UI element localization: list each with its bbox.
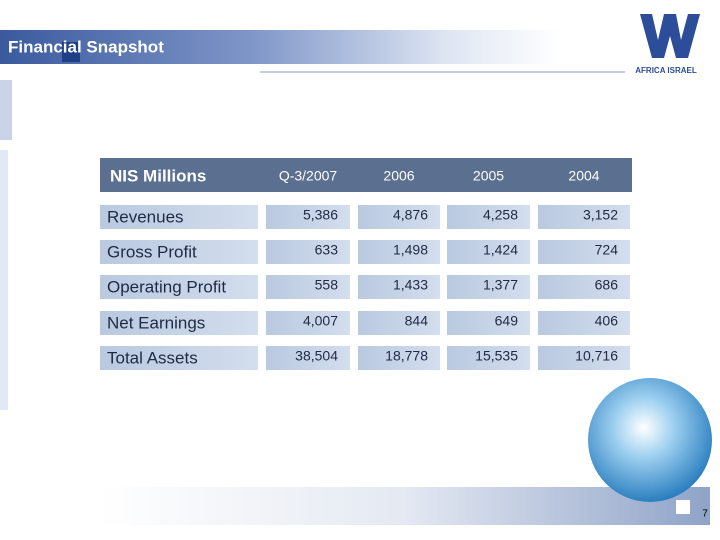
cell-bg xyxy=(447,240,530,264)
logo: AFRICA ISRAEL xyxy=(635,14,700,75)
cell-bg xyxy=(447,205,530,229)
cell-bg xyxy=(538,311,630,335)
column-header: NIS Millions xyxy=(110,166,206,185)
cell-value: 1,498 xyxy=(393,242,428,258)
cell-bg xyxy=(100,346,258,370)
cell-value: 724 xyxy=(595,242,619,258)
cell-bg xyxy=(538,240,630,264)
cell-value: 686 xyxy=(595,277,619,293)
cell-bg xyxy=(358,311,440,335)
cell-bg xyxy=(358,346,440,370)
row-label: Gross Profit xyxy=(107,242,197,261)
cell-bg xyxy=(266,311,350,335)
row-label: Total Assets xyxy=(107,348,198,367)
cell-value: 10,716 xyxy=(575,348,618,364)
cell-value: 1,424 xyxy=(483,242,518,258)
cell-value: 4,876 xyxy=(393,207,428,223)
cell-value: 633 xyxy=(315,242,339,258)
cell-value: 18,778 xyxy=(385,348,428,364)
decor-strip xyxy=(0,150,8,410)
row-label: Net Earnings xyxy=(107,313,205,332)
cell-value: 3,152 xyxy=(583,207,618,223)
cell-value: 558 xyxy=(315,277,339,293)
slide-title: Financial Snapshot xyxy=(8,37,164,56)
cell-value: 844 xyxy=(405,313,429,329)
cell-bg xyxy=(538,275,630,299)
cell-bg xyxy=(266,346,350,370)
cell-value: 406 xyxy=(595,313,619,329)
table: NIS Millions Q-3/2007 2006 2005 2004 Revenues… xyxy=(100,158,632,370)
cell-bg xyxy=(538,346,630,370)
cell-bg xyxy=(447,311,530,335)
row-label: Operating Profit xyxy=(107,277,226,296)
cell-value: 1,433 xyxy=(393,277,428,293)
cell-bg xyxy=(358,205,440,229)
title-band xyxy=(0,30,560,64)
cell-value: 15,535 xyxy=(475,348,518,364)
cell-value: 4,258 xyxy=(483,207,518,223)
cell-bg xyxy=(358,275,440,299)
cell-value: 5,386 xyxy=(303,207,338,223)
cell-bg xyxy=(266,205,350,229)
decor-square xyxy=(62,42,80,62)
column-header: 2006 xyxy=(383,168,414,184)
cell-bg xyxy=(447,275,530,299)
cell-value: 1,377 xyxy=(483,277,518,293)
column-header: Q-3/2007 xyxy=(279,168,338,184)
footer-band xyxy=(100,487,710,525)
cell-bg xyxy=(100,275,258,299)
decor-strip xyxy=(0,80,12,140)
cell-bg xyxy=(100,311,258,335)
cell-value: 4,007 xyxy=(303,313,338,329)
cell-bg xyxy=(538,205,630,229)
cell-value: 649 xyxy=(495,313,519,329)
cell-bg xyxy=(447,346,530,370)
cell-bg xyxy=(358,240,440,264)
cell-value: 38,504 xyxy=(295,348,338,364)
page-number: 7 xyxy=(702,509,708,520)
column-header: 2004 xyxy=(568,168,599,184)
logo-text: AFRICA ISRAEL xyxy=(635,66,697,75)
cell-bg xyxy=(266,240,350,264)
cell-bg xyxy=(100,205,258,229)
row-label: Revenues xyxy=(107,207,184,226)
decor-square xyxy=(676,500,690,514)
column-header: 2005 xyxy=(473,168,504,184)
cell-bg xyxy=(100,240,258,264)
cell-bg xyxy=(266,275,350,299)
header-row xyxy=(100,158,632,192)
globe xyxy=(588,378,712,502)
